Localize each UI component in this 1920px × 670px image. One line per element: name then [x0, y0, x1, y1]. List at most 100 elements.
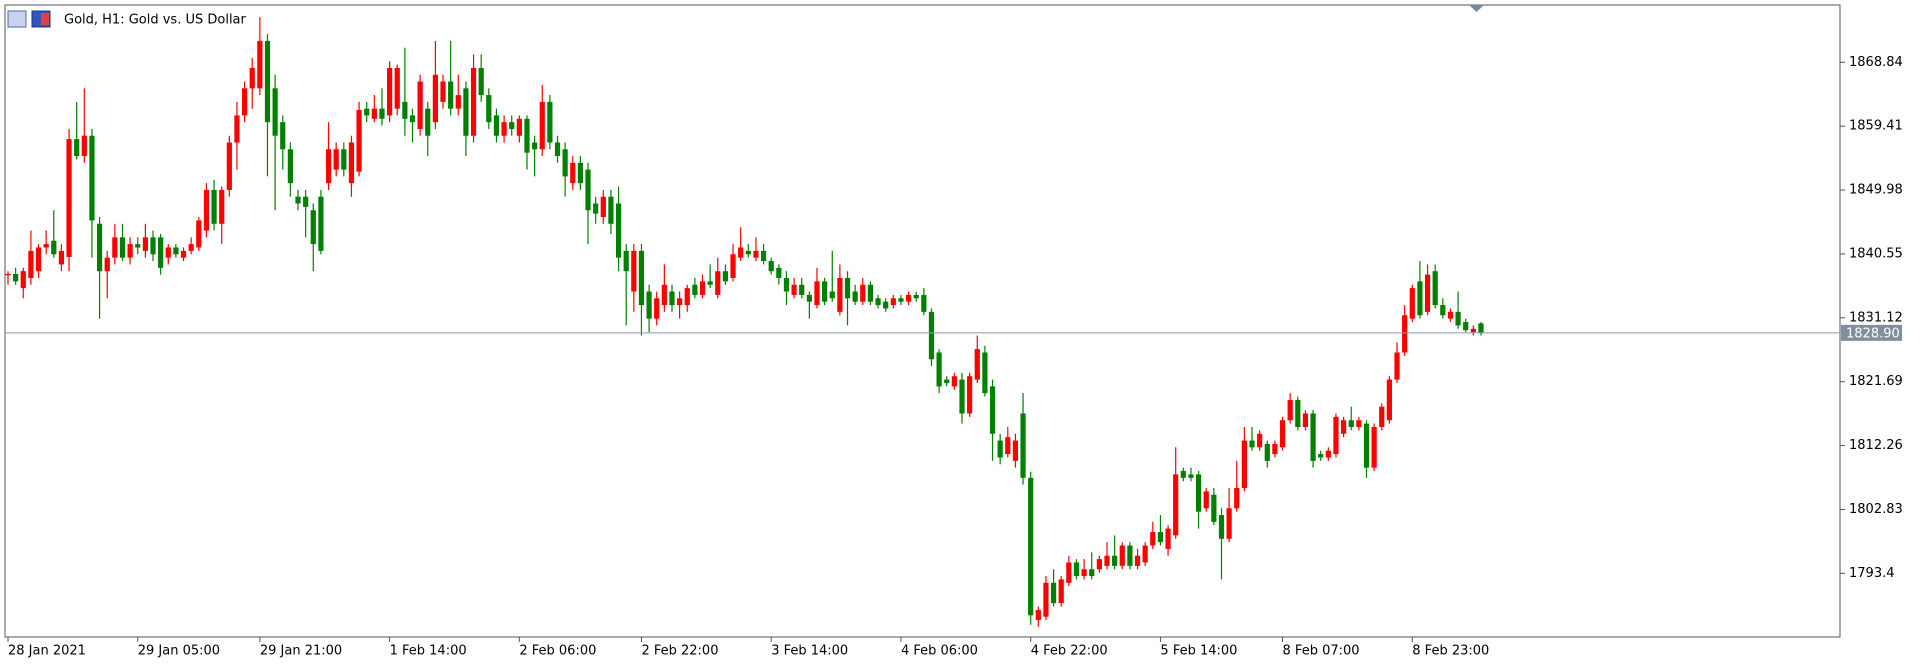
candle-body: [1043, 582, 1049, 617]
candle-body: [1287, 399, 1293, 421]
candle-body: [1157, 532, 1164, 543]
candle-body: [127, 244, 133, 258]
candle-body: [402, 101, 408, 119]
candle-body: [81, 135, 87, 157]
candle-body: [814, 281, 820, 306]
candle-body: [1165, 528, 1171, 549]
candle-body: [1333, 416, 1339, 455]
candle-body: [562, 149, 568, 177]
candle-body: [28, 250, 34, 278]
candle-body: [959, 379, 965, 414]
candle-body: [394, 67, 400, 109]
candle-body: [1020, 413, 1026, 478]
candle-body: [1066, 562, 1072, 583]
candle-body: [35, 247, 42, 272]
candle-body: [585, 169, 591, 211]
candle-body: [1371, 427, 1377, 468]
y-tick-label: 1859.41: [1849, 119, 1903, 134]
candle-body: [997, 440, 1003, 458]
candle-body: [760, 250, 767, 262]
candle-body: [1173, 474, 1179, 536]
shift-marker: [1469, 5, 1484, 12]
candle-body: [722, 271, 729, 282]
candle-body: [119, 237, 126, 258]
candle-body: [43, 244, 49, 248]
candle-body: [638, 250, 645, 306]
x-tick-label: 29 Jan 21:00: [260, 644, 342, 659]
candle-body: [577, 162, 583, 184]
candle-body: [1409, 288, 1415, 319]
candle-body: [554, 142, 561, 157]
candle-body: [974, 349, 980, 380]
candle-body: [1050, 582, 1057, 604]
candle-body: [600, 196, 606, 218]
candle-body: [1096, 559, 1102, 570]
candle-body: [860, 284, 866, 302]
candle-body: [364, 108, 370, 116]
candle-body: [883, 301, 889, 309]
candle-body: [1272, 443, 1278, 455]
candle-body: [348, 142, 355, 184]
candle-body: [180, 250, 187, 258]
plot-frame: [4, 4, 1841, 638]
candle-body: [173, 247, 179, 255]
candle-body: [188, 244, 194, 251]
candle-body: [356, 109, 362, 172]
candle-body: [257, 40, 263, 89]
candle-body: [1257, 433, 1263, 448]
candle-body: [1302, 413, 1309, 428]
x-tick-label: 2 Feb 22:00: [641, 644, 718, 659]
candle-body: [1012, 440, 1019, 461]
candle-body: [1417, 281, 1423, 316]
candle-body: [448, 81, 454, 109]
candle-body: [898, 298, 904, 302]
candle-body: [753, 250, 759, 258]
icon: [7, 10, 27, 28]
y-tick-label: 1793.4: [1849, 566, 1895, 581]
candle-body: [249, 67, 255, 89]
candle-body: [66, 139, 72, 257]
y-tick-label: 1849.98: [1849, 183, 1903, 198]
candle-body: [692, 284, 698, 295]
candle-body: [921, 294, 927, 312]
candle-body: [547, 101, 553, 143]
candle-body: [944, 379, 950, 383]
candle-body: [89, 135, 95, 221]
candle-body: [875, 298, 881, 306]
candle-body: [501, 122, 507, 136]
candle-body: [272, 88, 278, 136]
candle-body: [409, 115, 416, 123]
candle-body: [280, 122, 286, 150]
candle-body: [539, 101, 545, 150]
candle-body: [333, 149, 339, 170]
candle-body: [104, 257, 110, 272]
y-tick-label: 1831.12: [1849, 310, 1903, 325]
x-tick-label: 4 Feb 22:00: [1031, 644, 1108, 659]
candle-body: [203, 189, 210, 231]
candle-body: [928, 311, 935, 360]
candle-body: [211, 189, 217, 224]
candle-body: [478, 67, 484, 96]
x-tick-label: 8 Feb 07:00: [1283, 644, 1360, 659]
candle-body: [669, 291, 675, 306]
candle-body: [463, 88, 469, 136]
candle-body: [532, 142, 538, 150]
candle-body: [715, 271, 721, 295]
candle-body: [1035, 609, 1041, 621]
candle-body: [1325, 450, 1331, 458]
candle-body: [776, 267, 782, 278]
candle-body: [1112, 555, 1118, 566]
candle-body: [1028, 477, 1034, 616]
candle-body: [1470, 328, 1476, 333]
candle-body: [890, 298, 896, 306]
candle-body: [791, 284, 797, 295]
y-tick-label: 1868.84: [1849, 55, 1903, 70]
candle-body: [1363, 423, 1370, 468]
candle-body: [524, 118, 530, 153]
candle-body: [165, 247, 171, 258]
candle-body: [1073, 562, 1080, 577]
candle-body: [303, 196, 309, 207]
candle-body: [1310, 413, 1316, 461]
candle-body: [58, 250, 65, 265]
candle-body: [852, 291, 858, 302]
